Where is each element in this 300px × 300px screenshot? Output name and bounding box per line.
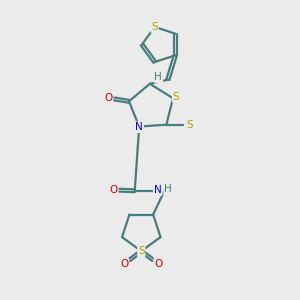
Text: O: O — [120, 259, 128, 269]
Text: S: S — [152, 22, 158, 32]
Text: S: S — [172, 92, 179, 102]
Text: O: O — [104, 93, 112, 103]
Text: H: H — [154, 72, 162, 82]
Text: N: N — [154, 185, 161, 195]
Text: S: S — [138, 246, 145, 256]
Text: O: O — [154, 259, 163, 269]
Text: O: O — [109, 184, 118, 195]
Text: H: H — [164, 184, 172, 194]
Text: N: N — [135, 122, 143, 132]
Text: S: S — [186, 120, 193, 130]
